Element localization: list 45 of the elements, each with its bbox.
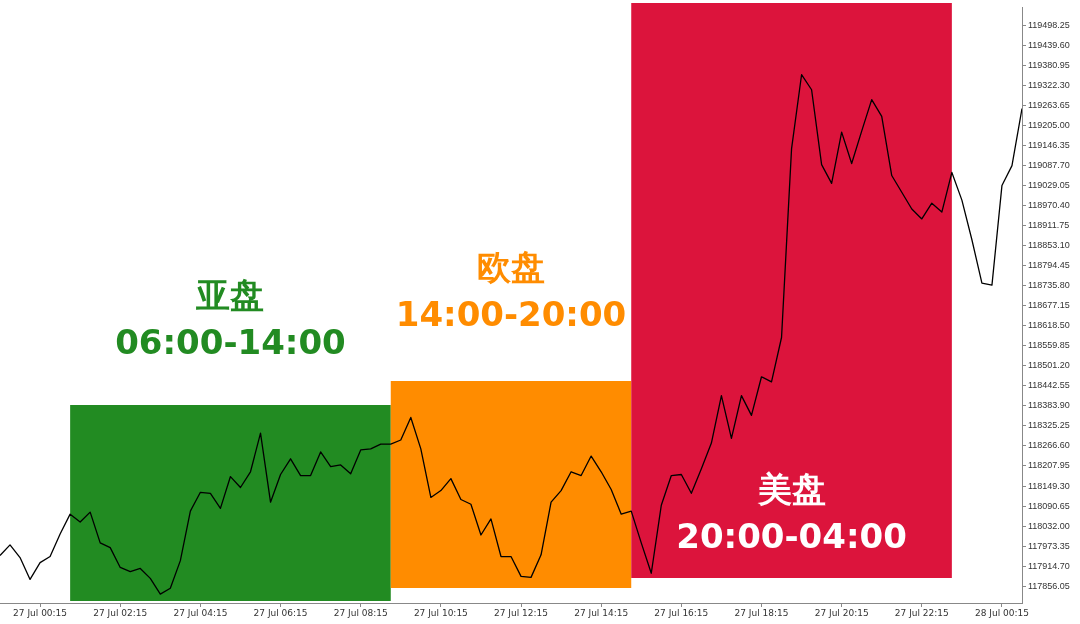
y-tick-label: 119205.00 [1028,119,1070,130]
y-tick-label: 118911.75 [1028,219,1070,230]
y-tick-label: 117914.70 [1028,560,1070,571]
y-tick-label: 118090.65 [1028,500,1070,511]
y-tick-label: 118559.85 [1028,340,1070,351]
band-label: 美盘 20:00-04:00 [676,468,907,556]
y-tick-label: 118970.40 [1028,199,1070,210]
y-tick-label: 118853.10 [1028,240,1070,251]
x-tick-label: 27 Jul 06:15 [253,607,308,618]
y-tick-label: 118677.15 [1028,300,1070,311]
y-tick-label: 119087.70 [1028,159,1070,170]
band-label: 欧盘 14:00-20:00 [395,246,627,334]
y-tick-label: 118149.30 [1028,480,1070,491]
x-tick-label: 27 Jul 22:15 [894,607,949,618]
x-tick-label: 27 Jul 12:15 [494,607,549,618]
y-tick-label: 118442.55 [1028,380,1070,391]
y-tick-label: 119263.65 [1028,99,1070,110]
x-tick-label: 27 Jul 16:15 [654,607,709,618]
x-tick-label: 27 Jul 00:15 [13,607,68,618]
y-tick-label: 119146.35 [1028,139,1070,150]
x-tick-label: 27 Jul 18:15 [734,607,789,618]
y-tick-label: 119322.30 [1028,79,1070,90]
x-tick-label: 28 Jul 00:15 [974,607,1029,618]
y-tick-label: 118207.95 [1028,460,1070,471]
x-tick-label: 27 Jul 04:15 [173,607,228,618]
y-tick-label: 118383.90 [1028,400,1070,411]
x-tick-label: 27 Jul 08:15 [333,607,388,618]
x-tick-label: 27 Jul 14:15 [574,607,629,618]
x-tick-label: 27 Jul 20:15 [814,607,869,618]
y-tick-label: 118325.25 [1028,420,1070,431]
y-tick-label: 118735.80 [1028,280,1070,291]
y-tick-label: 118266.60 [1028,440,1070,451]
x-tick-label: 27 Jul 02:15 [93,607,148,618]
y-tick-label: 119439.60 [1028,39,1070,50]
y-tick-label: 118032.00 [1028,520,1070,531]
y-tick-label: 117973.35 [1028,540,1070,551]
band-label: 亚盘 06:00-14:00 [115,274,346,362]
y-tick-label: 118501.20 [1028,360,1070,371]
y-tick-label: 118618.50 [1028,320,1070,331]
y-tick-label: 119380.95 [1028,59,1070,70]
y-tick-label: 118794.45 [1028,260,1070,271]
y-tick-label: 117856.05 [1028,580,1070,591]
y-tick-label: 119029.05 [1028,179,1070,190]
x-tick-label: 27 Jul 10:15 [413,607,468,618]
y-tick-label: 119498.25 [1028,19,1070,30]
